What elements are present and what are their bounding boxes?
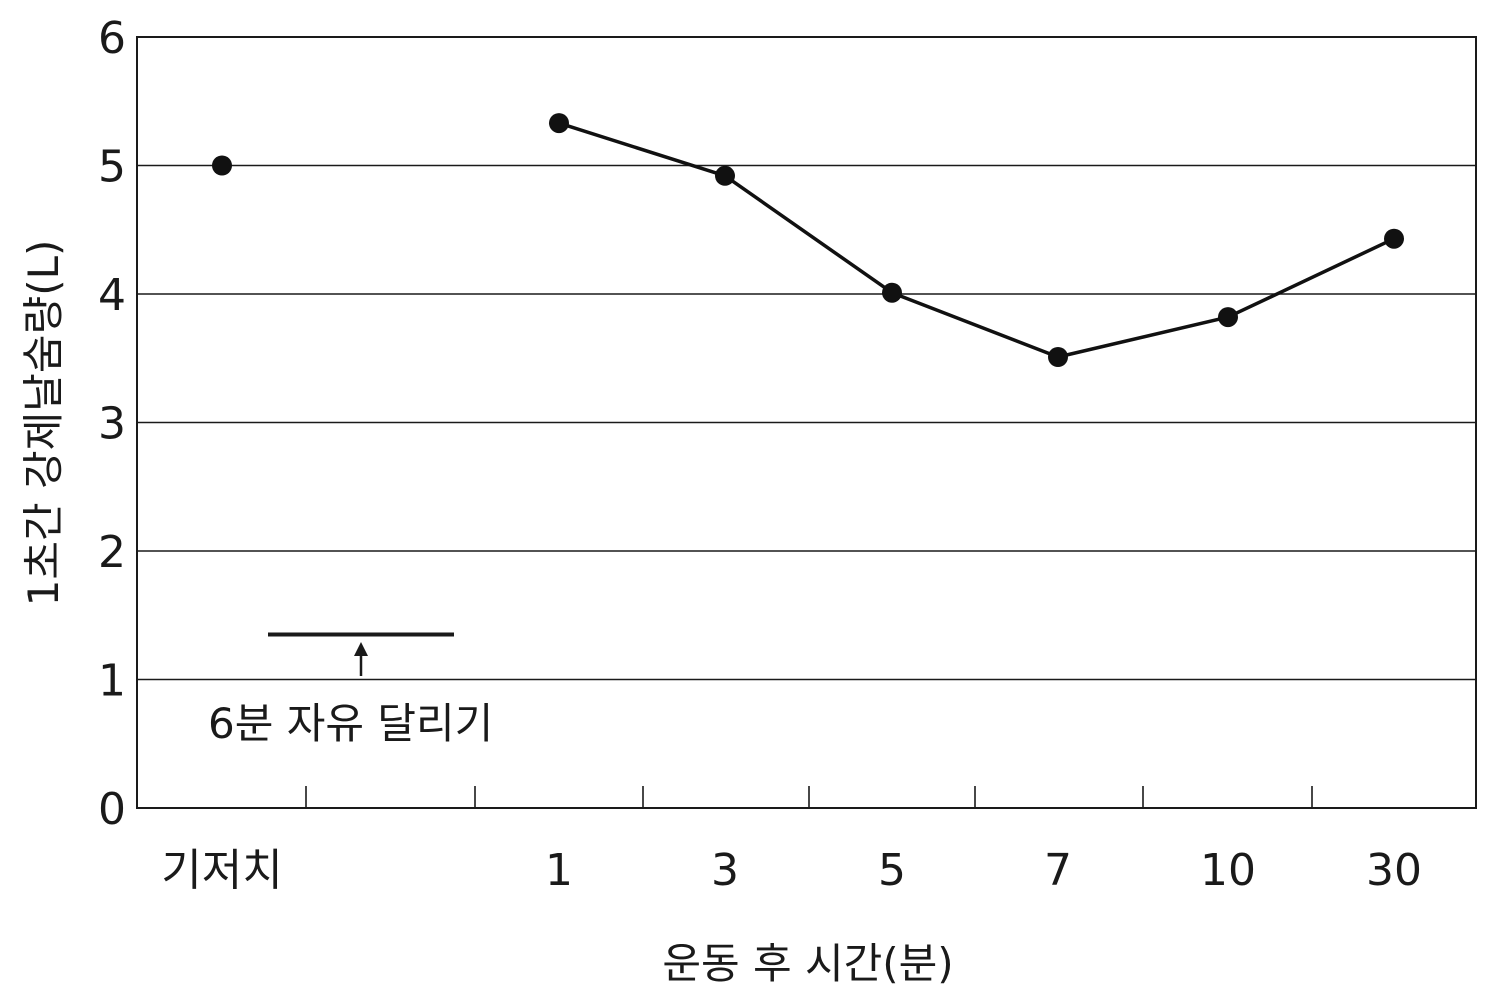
y-tick-label-4: 4 <box>98 270 126 321</box>
x-tick-label-4: 7 <box>1044 845 1072 896</box>
x-tick-labels: 기저치 1 3 5 7 10 30 <box>161 845 1422 896</box>
x-axis-label: 운동 후 시간(분) <box>662 939 953 988</box>
data-point-5 <box>1218 307 1238 328</box>
exercise-annotation: 6분 자유 달리기 <box>208 632 493 748</box>
plot-frame <box>136 36 1477 809</box>
y-tick-label-0: 0 <box>98 784 126 835</box>
y-tick-label-6: 6 <box>98 13 126 64</box>
y-tick-labels: 0 1 2 3 4 5 6 <box>98 13 126 835</box>
y-tick-label-3: 3 <box>98 399 126 450</box>
data-point-0 <box>212 155 232 176</box>
x-tick-label-2: 3 <box>711 845 739 896</box>
data-point-4 <box>1048 347 1068 367</box>
x-tick-label-3: 5 <box>878 845 906 896</box>
x-tick-label-5: 10 <box>1200 845 1256 896</box>
y-axis-label: 1초간 강제날숨량(L) <box>19 240 68 607</box>
data-point-1 <box>549 113 569 134</box>
data-point-3 <box>882 282 902 303</box>
x-tick-label-1: 1 <box>545 845 573 896</box>
x-tick-label-0: 기저치 <box>161 845 282 896</box>
y-tick-label-5: 5 <box>98 142 126 193</box>
series-line <box>558 121 1395 359</box>
x-axis-ticks <box>305 786 1313 808</box>
gridlines <box>137 164 1476 681</box>
fev1-series <box>212 113 1404 367</box>
exercise-arrow-head <box>354 642 368 656</box>
x-tick-label-6: 30 <box>1366 845 1422 896</box>
y-tick-label-2: 2 <box>98 527 126 578</box>
data-point-6 <box>1384 228 1404 249</box>
y-tick-label-1: 1 <box>98 656 126 707</box>
exercise-annotation-label: 6분 자유 달리기 <box>208 699 493 748</box>
data-point-2 <box>715 165 735 186</box>
